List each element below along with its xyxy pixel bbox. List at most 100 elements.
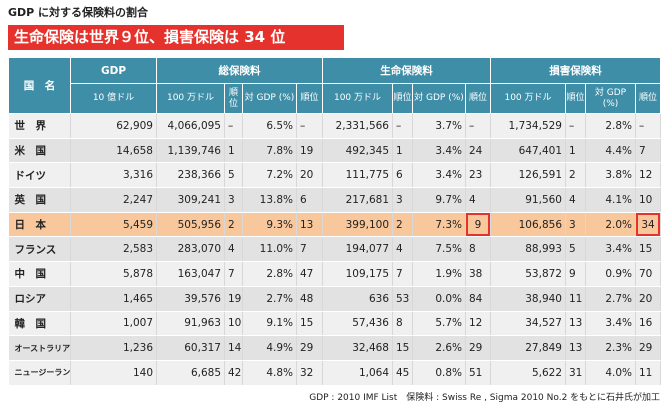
value-cell: 45 xyxy=(392,360,413,386)
sub-header: 対 GDP (%) xyxy=(412,83,466,114)
source-note: GDP : 2010 IMF List 保険料 : Swiss Re , Sig… xyxy=(309,393,660,403)
sub-header: 100 万ドル xyxy=(322,83,393,114)
value-cell: 1.9% xyxy=(412,261,466,287)
value-cell: 11.0% xyxy=(242,236,297,263)
country-cell: オーストラリア xyxy=(8,335,71,361)
value-cell: 20 xyxy=(635,286,661,312)
value-cell: 4 xyxy=(565,187,586,213)
value-cell: 11 xyxy=(565,286,586,312)
value-cell: 4.1% xyxy=(585,187,636,213)
header-row: 国 名 GDP 総保険料 生命保険料 損害保険料 xyxy=(8,57,661,114)
group-header: GDP xyxy=(70,57,157,84)
value-cell: 7.8% xyxy=(242,138,297,164)
value-cell: 238,366 xyxy=(156,162,225,189)
value-cell: 6.5% xyxy=(242,113,297,139)
value-cell: 20 xyxy=(296,162,323,189)
value-cell: 2,331,566 xyxy=(322,113,393,139)
value-cell: 3 xyxy=(224,187,243,213)
value-cell: 24 xyxy=(465,138,491,164)
value-cell: 1 xyxy=(224,138,243,164)
value-cell: 9.3% xyxy=(242,212,297,238)
value-cell: 1,236 xyxy=(70,335,157,361)
value-cell: 4.4% xyxy=(585,138,636,164)
value-cell: 27,849 xyxy=(490,335,566,361)
value-cell: 2 xyxy=(565,162,586,189)
value-cell: 4.0% xyxy=(585,360,636,386)
country-cell: 世 界 xyxy=(8,113,71,139)
value-cell: 13.8% xyxy=(242,187,297,213)
value-cell: 19 xyxy=(224,286,243,312)
sub-header: 順位 xyxy=(224,83,243,114)
value-cell: 2,583 xyxy=(70,236,157,263)
sub-header: 順位 xyxy=(565,83,586,114)
value-cell: 0.9% xyxy=(585,261,636,287)
sub-header: 順位 xyxy=(635,83,661,114)
value-cell: 126,591 xyxy=(490,162,566,189)
table-row: オーストラリア 1,236 60,317 14 4.9% 29 32,468 15 2.6% 29… xyxy=(8,335,661,361)
value-cell: 53,872 xyxy=(490,261,566,287)
value-cell: 38,940 xyxy=(490,286,566,312)
group-header: 国 名 xyxy=(8,57,71,114)
value-cell: 13 xyxy=(565,311,586,337)
value-cell: 91,963 xyxy=(156,311,225,337)
value-cell: 3 xyxy=(392,187,413,213)
value-cell: 7.3% xyxy=(412,212,466,238)
value-cell: 647,401 xyxy=(490,138,566,164)
value-cell: 5.7% xyxy=(412,311,466,337)
value-cell: 283,070 xyxy=(156,236,225,263)
value-cell: 8 xyxy=(465,236,491,263)
subheader-row: 10 億ドル 100 万ドル 順位対 GDP (%) 順位 100 万ドル 順位対 GDP… xyxy=(9,83,661,114)
value-cell: 3.4% xyxy=(412,138,466,164)
table-row: 世 界 62,909 4,066,095–6.5% –2,331,566–3.7% –1… xyxy=(8,113,661,139)
value-cell: 13 xyxy=(565,335,586,361)
value-cell: 13 xyxy=(296,212,323,238)
value-cell: 12 xyxy=(465,311,491,337)
value-cell: 9.7% xyxy=(412,187,466,213)
value-cell: 3.7% xyxy=(412,113,466,139)
value-cell: 48 xyxy=(296,286,323,312)
value-cell: 3.4% xyxy=(412,162,466,189)
value-cell: 88,993 xyxy=(490,236,566,263)
value-cell: 0.8% xyxy=(412,360,466,386)
country-cell: 日 本 xyxy=(8,212,71,238)
value-cell: 14 xyxy=(224,335,243,361)
value-cell: 9 xyxy=(565,261,586,287)
group-header: 損害保険料 xyxy=(490,57,661,84)
value-cell: 4,066,095 xyxy=(156,113,225,139)
value-cell: 42 xyxy=(224,360,243,386)
value-cell: 5 xyxy=(224,162,243,189)
value-cell: 7 xyxy=(224,261,243,287)
value-cell: 1,007 xyxy=(70,311,157,337)
value-cell: – xyxy=(465,113,491,139)
value-cell: 8 xyxy=(392,311,413,337)
group-header: 総保険料 xyxy=(156,57,323,84)
value-cell: 3.8% xyxy=(585,162,636,189)
value-cell: 1 xyxy=(392,138,413,164)
country-cell: 米 国 xyxy=(8,138,71,164)
value-cell: – xyxy=(392,113,413,139)
value-cell: 15 xyxy=(392,335,413,361)
value-cell: 7.2% xyxy=(242,162,297,189)
value-cell: 1,139,746 xyxy=(156,138,225,164)
value-cell: 4 xyxy=(465,187,491,213)
value-cell: 5 xyxy=(565,236,586,263)
banner: 生命保険は世界９位、損害保険は 34 位 xyxy=(8,25,344,50)
value-cell: 51 xyxy=(465,360,491,386)
value-cell: 19 xyxy=(296,138,323,164)
value-cell: 31 xyxy=(565,360,586,386)
value-cell: 109,175 xyxy=(322,261,393,287)
value-cell: 84 xyxy=(465,286,491,312)
value-cell: 9 xyxy=(465,212,491,238)
value-cell: 12 xyxy=(635,162,661,189)
value-cell: 91,560 xyxy=(490,187,566,213)
value-cell: 2.7% xyxy=(242,286,297,312)
value-cell: 10 xyxy=(635,187,661,213)
value-cell: 3,316 xyxy=(70,162,157,189)
value-cell: 5,878 xyxy=(70,261,157,287)
sub-header: 10 億ドル xyxy=(70,83,157,114)
value-cell: 4 xyxy=(224,236,243,263)
value-cell: 492,345 xyxy=(322,138,393,164)
value-cell: 1 xyxy=(565,138,586,164)
country-cell: ニュージーランド xyxy=(8,360,71,386)
sub-header: 対 GDP (%) xyxy=(585,83,636,114)
